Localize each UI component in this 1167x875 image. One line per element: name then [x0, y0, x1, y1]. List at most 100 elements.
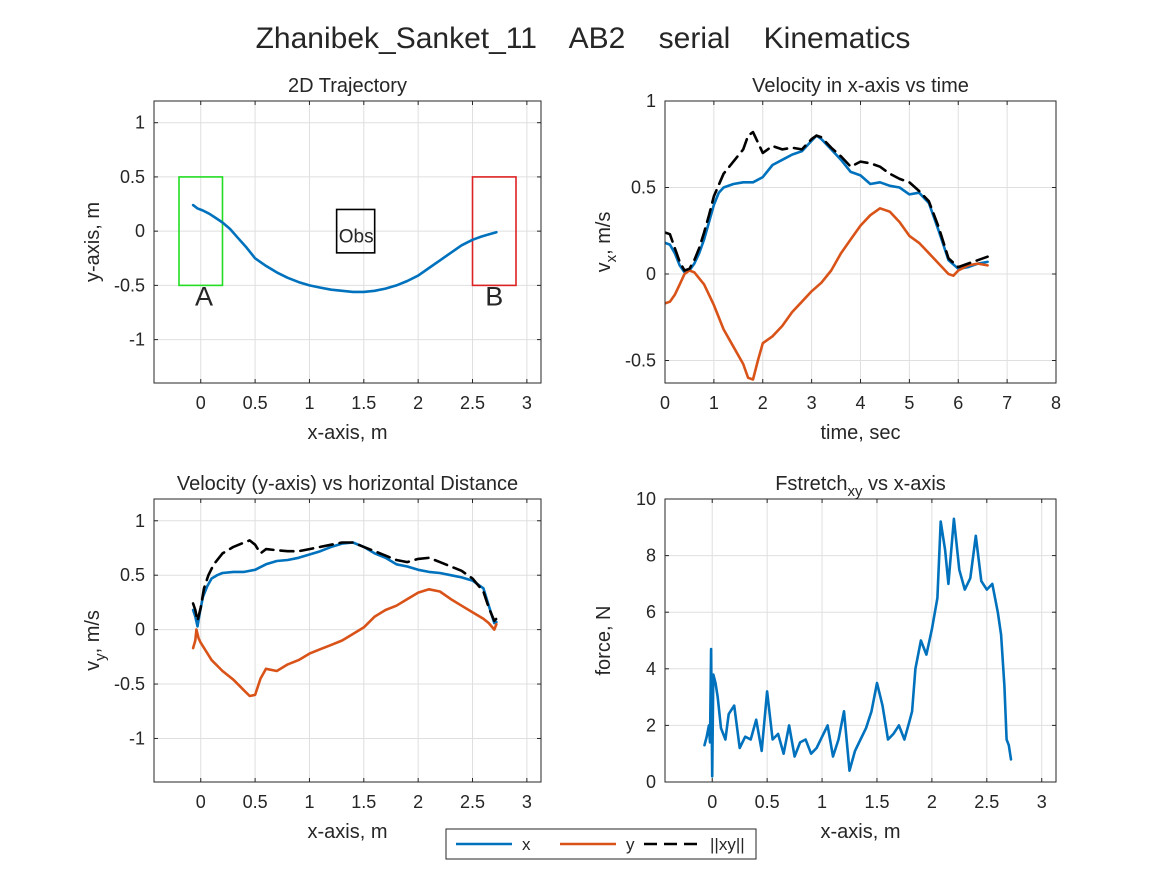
x-tick-label: 2.5	[460, 792, 485, 812]
x-tick-label: 4	[855, 393, 865, 413]
region-obs-label: Obs	[339, 227, 374, 248]
subplot-title: 2D Trajectory	[288, 75, 407, 97]
axes-box	[153, 498, 542, 783]
x-tick-label: 3	[807, 393, 817, 413]
subplot-title: Velocity in x-axis vs time	[752, 75, 969, 97]
y-tick-label: 0	[135, 221, 145, 241]
y-tick-label: 4	[646, 659, 656, 679]
region-obs-box	[335, 208, 376, 254]
x-tick-label: 1	[709, 393, 719, 413]
x-tick-label: 2.5	[460, 393, 485, 413]
plot-area	[191, 539, 498, 698]
x-tick-label: 3	[1037, 792, 1047, 812]
x-tick-label: 2.5	[974, 792, 999, 812]
y-tick-label: 6	[646, 602, 656, 622]
y-tick-label: 0.5	[120, 565, 145, 585]
y-tick-label: 2	[646, 715, 656, 735]
x-axis-label: time, sec	[820, 422, 900, 444]
axes-box	[664, 498, 1057, 783]
x-tick-label: 0	[660, 393, 670, 413]
charts-group: A Obs B 0 0.5 1 1.5 2 2.5 3 -1 -0.5 0 0.5 1 2D Trajecto…	[82, 75, 1061, 843]
y-axis-label: vy, m/s	[82, 610, 109, 671]
legend-label: x	[522, 835, 531, 854]
x-tick-label: 0	[196, 792, 206, 812]
ylabel-rest: , m/s	[82, 610, 104, 653]
subplot-traj: A Obs B 0 0.5 1 1.5 2 2.5 3 -1 -0.5 0 0.5 1 2D Trajecto…	[82, 75, 542, 444]
x-tick-label: 1.5	[351, 792, 376, 812]
x-axis-label: x-axis, m	[308, 422, 388, 444]
x-axis-label: x-axis, m	[308, 821, 388, 843]
y-tick-label: 8	[646, 546, 656, 566]
legend-label: ||xy||	[710, 835, 745, 854]
series-line-xy	[191, 539, 498, 623]
x-tick-label: 1	[304, 792, 314, 812]
ylabel-subscript: y	[92, 653, 109, 661]
plot-background	[154, 499, 541, 782]
x-tick-label: 1	[304, 393, 314, 413]
x-tick-label: 2	[758, 393, 768, 413]
y-tick-label: -0.5	[625, 351, 656, 371]
y-tick-label: 0.5	[631, 178, 656, 198]
ylabel-main: v	[82, 661, 104, 671]
plot-area	[665, 130, 989, 381]
axes-box	[153, 100, 542, 384]
x-axis-label: x-axis, m	[821, 821, 901, 843]
subplot-title: Velocity (y-axis) vs horizontal Distance	[177, 473, 518, 495]
y-tick-label: 0	[646, 264, 656, 284]
y-tick-label: 0	[646, 772, 656, 792]
y-tick-label: 0	[135, 620, 145, 640]
region-b-box	[471, 176, 517, 287]
figure-title: Zhanibek_Sanket_11 AB2 serial Kinematics	[256, 22, 911, 55]
y-tick-label: -1	[129, 728, 145, 748]
y-axis-label: vx, m/s	[593, 212, 620, 273]
x-tick-label: 2	[927, 792, 937, 812]
y-tick-label: 1	[135, 113, 145, 133]
subplot-vx: 0 1 2 3 4 5 6 7 8 -0.5 0 0.5 1 Velocity in x-axis vs …	[593, 75, 1061, 444]
region-a-label: A	[195, 282, 213, 312]
x-tick-label: 3	[522, 393, 532, 413]
ylabel-main: v	[593, 262, 615, 272]
x-tick-label: 0.5	[243, 792, 268, 812]
x-tick-label: 2	[413, 792, 423, 812]
series-line-y	[191, 587, 498, 698]
plot-area	[178, 176, 517, 294]
region-a-box	[178, 176, 224, 287]
series-line-x	[703, 517, 1013, 778]
x-tick-label: 0	[707, 792, 717, 812]
y-tick-label: 1	[135, 511, 145, 531]
x-tick-label: 0	[196, 393, 206, 413]
x-tick-label: 1.5	[351, 393, 376, 413]
ylabel-subscript: x	[603, 254, 620, 262]
x-tick-label: 2	[413, 393, 423, 413]
x-tick-label: 5	[904, 393, 914, 413]
y-tick-label: 0.5	[120, 167, 145, 187]
x-tick-label: 8	[1051, 393, 1061, 413]
x-tick-label: 0.5	[755, 792, 780, 812]
legend-label: y	[626, 835, 635, 854]
region-b-label: B	[485, 282, 503, 312]
x-tick-label: 0.5	[243, 393, 268, 413]
y-axis-label: y-axis, m	[82, 202, 104, 282]
ylabel-rest: , m/s	[593, 212, 615, 255]
plot-background	[154, 101, 541, 383]
y-axis-label: force, N	[593, 605, 615, 675]
series-line-x	[665, 134, 989, 274]
series-line-xy	[665, 130, 989, 272]
series-line-x	[191, 203, 498, 294]
plot-area	[703, 517, 1013, 778]
y-tick-label: -0.5	[114, 674, 145, 694]
x-tick-label: 1	[817, 792, 827, 812]
series-line-x	[191, 541, 498, 628]
x-tick-label: 6	[953, 393, 963, 413]
plot-background	[665, 499, 1056, 782]
subplot-vy: 0 0.5 1 1.5 2 2.5 3 -1 -0.5 0 0.5 1 Velocity (y-axis…	[82, 473, 542, 843]
subplot-title: Fstretchxy vs x-axis	[775, 473, 946, 500]
y-tick-label: -1	[129, 330, 145, 350]
y-tick-label: 10	[636, 489, 656, 509]
x-tick-label: 3	[522, 792, 532, 812]
legend: x y ||xy||	[445, 828, 757, 860]
x-tick-label: 7	[1002, 393, 1012, 413]
x-tick-label: 1.5	[864, 792, 889, 812]
y-tick-label: -0.5	[114, 275, 145, 295]
